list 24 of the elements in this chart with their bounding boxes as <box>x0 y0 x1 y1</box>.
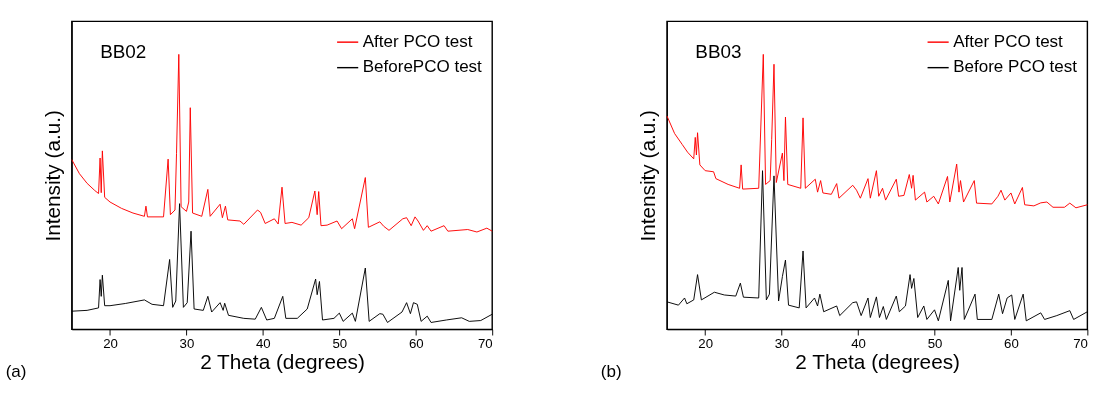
legend-label: Before PCO test <box>953 57 1078 77</box>
x-axis-title: 2 Theta (degrees) <box>200 349 365 373</box>
x-tick-label: 50 <box>927 335 943 351</box>
x-tick-label: 60 <box>1004 335 1019 351</box>
y-axis-title: Intensity (a.u.) <box>636 110 660 242</box>
legend-label: BeforePCO test <box>362 57 483 77</box>
x-axis-title: 2 Theta (degrees) <box>795 349 960 373</box>
annotation: BB02 <box>100 41 147 63</box>
x-tick-label: 40 <box>851 335 866 351</box>
legend-label: After PCO test <box>362 31 473 51</box>
x-tick-label: 20 <box>698 335 714 351</box>
x-tick-label: 70 <box>477 335 493 351</box>
x-tick-label: 30 <box>179 335 195 351</box>
annotation: BB03 <box>695 41 742 63</box>
legend-label: After PCO test <box>953 31 1064 51</box>
x-tick-label: 30 <box>774 335 790 351</box>
x-tick-label: 20 <box>103 335 118 351</box>
text: (a) <box>5 361 27 381</box>
x-tick-label: 50 <box>332 335 348 351</box>
x-tick-label: 60 <box>408 335 424 351</box>
x-tick-label: 70 <box>1073 335 1088 351</box>
text: (b) <box>600 361 622 381</box>
y-axis-title: Intensity (a.u.) <box>40 110 64 242</box>
x-tick-label: 40 <box>256 335 271 351</box>
